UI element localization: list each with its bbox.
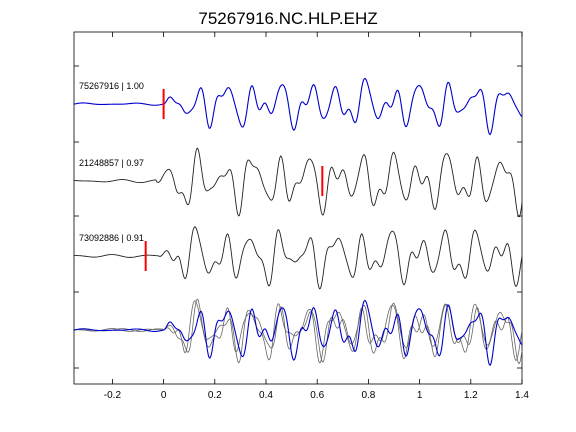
x-axis-ticks: -0.2 0 0.2 0.4 0.6 0.8 1 1.2 1.4 bbox=[104, 32, 529, 401]
x-tick-label: 1.4 bbox=[515, 390, 529, 401]
x-tick-label: 1.2 bbox=[464, 390, 478, 401]
x-tick-label: 0 bbox=[161, 390, 167, 401]
overlay-trace-line-3 bbox=[73, 299, 523, 367]
x-tick-label: -0.2 bbox=[104, 390, 122, 401]
trace-line-2 bbox=[73, 147, 523, 218]
trace-line-1 bbox=[73, 77, 523, 136]
axes-frame bbox=[73, 31, 523, 385]
y-axis-ticks bbox=[74, 65, 522, 369]
x-tick-label: 0.8 bbox=[361, 390, 375, 401]
trace-label-2: 21248857 | 0.97 bbox=[79, 158, 144, 168]
trace-labels-group: 75267916 | 1.00 21248857 | 0.97 73092886 |… bbox=[79, 81, 144, 243]
trace-label-1: 75267916 | 1.00 bbox=[79, 81, 144, 91]
x-tick-label: 0.2 bbox=[208, 390, 222, 401]
x-tick-label: 0.6 bbox=[310, 390, 324, 401]
trace-label-3: 73092886 | 0.91 bbox=[79, 233, 144, 243]
x-tick-label: 0.4 bbox=[259, 390, 273, 401]
chart-title: 75267916.NC.HLP.EHZ bbox=[198, 9, 377, 28]
x-tick-label: 1 bbox=[417, 390, 423, 401]
traces-group bbox=[73, 77, 523, 367]
trace-line-3 bbox=[73, 226, 523, 290]
picks-group bbox=[144, 89, 324, 271]
overlay-trace-line-2 bbox=[73, 300, 523, 364]
